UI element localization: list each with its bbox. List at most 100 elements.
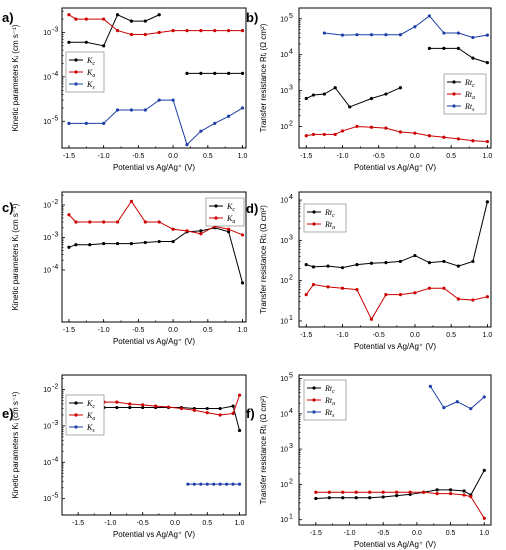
data-point	[413, 253, 417, 258]
data-point	[67, 40, 71, 44]
data-point	[128, 402, 132, 406]
data-point	[88, 220, 92, 224]
y-tick-exponent: -4	[52, 264, 58, 271]
data-point	[398, 86, 403, 90]
panel-c: -1.5 -1.0 -0.5 0.0 0.5 1.010-410-310 -2Potenti…	[2, 191, 247, 346]
x-tick-label: 0.0	[412, 530, 422, 537]
data-point	[469, 495, 473, 499]
data-point	[427, 46, 432, 50]
data-point	[427, 261, 432, 265]
data-point	[192, 482, 196, 486]
data-point	[171, 239, 175, 244]
y-tick-exponent: -4	[52, 71, 58, 78]
data-point	[115, 220, 120, 224]
legend-entry: Ks	[86, 80, 95, 91]
series-line	[315, 470, 485, 499]
data-point	[231, 482, 235, 486]
data-point	[322, 31, 326, 35]
data-point	[327, 496, 331, 500]
legend-marker	[74, 82, 78, 86]
data-point	[218, 413, 222, 417]
data-point	[322, 92, 326, 96]
legend-marker	[74, 401, 78, 405]
y-tick-label: 10	[280, 447, 288, 454]
data-point	[340, 33, 345, 37]
series-rt-s	[322, 14, 489, 40]
legend-entry-subscript: s	[92, 85, 95, 91]
data-point	[398, 33, 403, 37]
x-tick-label: 0.5	[203, 153, 213, 160]
data-point	[471, 56, 475, 60]
legend-marker	[452, 80, 456, 84]
data-point	[311, 265, 316, 269]
data-point	[355, 124, 359, 129]
data-point	[369, 317, 374, 321]
x-tick-label: -1.0	[98, 327, 110, 334]
y-tick-exponent: -3	[52, 26, 58, 33]
data-point	[205, 411, 209, 415]
data-point	[311, 282, 316, 287]
data-point	[115, 405, 119, 410]
data-point	[442, 46, 446, 50]
data-point	[398, 293, 403, 297]
series-line	[68, 14, 243, 35]
data-point	[354, 496, 358, 500]
legend-entry: Ka	[226, 214, 235, 225]
data-point	[304, 263, 308, 267]
data-point	[240, 71, 245, 75]
data-point	[240, 233, 245, 237]
series-k-c	[67, 226, 245, 285]
data-point	[154, 404, 158, 408]
legend-entry: Rtc	[464, 78, 475, 89]
legend-marker	[214, 204, 218, 208]
y-tick-exponent: 2	[289, 120, 293, 127]
legend-entry-subscript: c	[92, 61, 95, 67]
series-line	[324, 15, 488, 39]
data-point	[326, 285, 330, 289]
data-point	[67, 213, 71, 217]
data-point	[413, 291, 417, 295]
legend-entry-subscript: a	[232, 219, 235, 225]
x-tick-label: -0.5	[373, 153, 385, 160]
x-tick-label: 0.5	[446, 153, 456, 160]
data-point	[384, 126, 388, 130]
data-point	[413, 131, 417, 135]
legend-entry-subscript: a	[332, 401, 335, 407]
data-point	[192, 408, 196, 412]
data-point	[413, 25, 417, 29]
data-point	[471, 259, 475, 264]
data-point	[384, 261, 388, 265]
data-point	[185, 71, 189, 75]
legend-box	[303, 203, 347, 233]
data-point	[102, 44, 106, 48]
y-tick-label: 10	[43, 387, 51, 394]
data-point	[227, 230, 231, 234]
legend-entry-subscript: c	[92, 404, 95, 410]
data-point	[427, 14, 432, 18]
x-tick-label: 1.0	[235, 520, 245, 527]
series-rt-c	[314, 468, 486, 501]
series-rt-c	[304, 200, 489, 270]
legend-marker	[312, 210, 316, 214]
data-point	[340, 286, 345, 290]
series-k-s	[186, 482, 242, 486]
data-point	[384, 33, 388, 37]
x-tick-label: 0.0	[410, 153, 420, 160]
x-axis-label: Potential vs Ag/Ag⁺ (V)	[113, 530, 195, 539]
legend-marker	[312, 398, 316, 402]
y-tick-label: 10	[43, 30, 51, 37]
y-tick-label: 10	[280, 278, 288, 285]
x-tick-label: -1.0	[104, 520, 116, 527]
data-point	[482, 395, 486, 399]
data-point	[340, 266, 345, 270]
data-point	[157, 13, 161, 17]
data-point	[166, 405, 171, 409]
x-tick-label: 0.0	[168, 153, 178, 160]
series-line	[429, 47, 488, 64]
x-tick-label: 0.5	[446, 332, 456, 339]
panel-label: b)	[246, 10, 258, 25]
legend-entry: Rta	[324, 396, 335, 407]
data-point	[84, 121, 88, 125]
data-point	[348, 105, 352, 109]
